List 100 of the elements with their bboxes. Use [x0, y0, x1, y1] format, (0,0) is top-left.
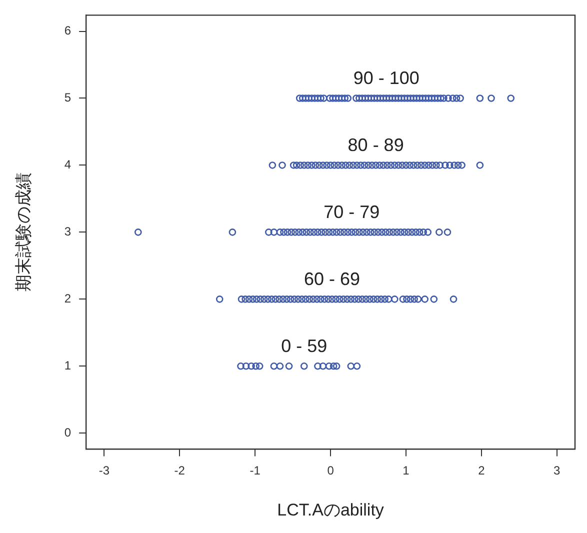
point: [436, 162, 444, 169]
point: [344, 228, 352, 236]
point: [283, 296, 290, 303]
point: [276, 362, 284, 370]
point: [242, 362, 250, 370]
point: [370, 228, 378, 236]
point: [334, 162, 342, 169]
point: [320, 296, 328, 303]
point: [298, 296, 306, 303]
point: [437, 94, 444, 102]
point: [364, 162, 372, 169]
point: [399, 296, 407, 303]
point: [292, 162, 300, 169]
point: [397, 228, 404, 236]
point: [302, 296, 310, 303]
point: [346, 162, 354, 169]
point: [410, 162, 418, 169]
point: [382, 228, 390, 236]
point: [329, 228, 336, 236]
point: [314, 228, 322, 236]
point: [386, 228, 394, 236]
point: [322, 228, 329, 236]
point: [306, 296, 314, 303]
point: [410, 94, 418, 102]
point: [434, 94, 442, 102]
x-tick-label: 2: [478, 464, 486, 478]
point: [362, 296, 370, 303]
point: [400, 94, 408, 102]
point: [382, 94, 390, 102]
point: [134, 228, 142, 236]
point: [414, 296, 422, 303]
point: [336, 296, 344, 303]
x-tick-label: -3: [98, 464, 110, 478]
point: [341, 94, 349, 102]
point: [370, 94, 378, 102]
point: [276, 228, 284, 236]
point: [352, 94, 360, 102]
point: [291, 228, 299, 236]
x-tick-label: 1: [402, 464, 410, 478]
point: [446, 162, 454, 169]
point: [390, 228, 397, 236]
point: [380, 162, 388, 169]
point: [325, 228, 333, 236]
point: [285, 362, 293, 370]
point: [308, 94, 316, 102]
point: [424, 228, 432, 236]
point: [348, 228, 356, 236]
point: [314, 94, 322, 102]
point: [325, 362, 333, 370]
point: [270, 228, 278, 236]
point: [488, 94, 495, 102]
point: [329, 94, 336, 102]
point: [270, 362, 278, 370]
point: [319, 362, 327, 370]
point: [476, 162, 484, 169]
point: [278, 162, 286, 169]
point: [242, 296, 249, 303]
x-tick-label: 3: [554, 464, 561, 478]
point: [310, 228, 318, 236]
point: [238, 296, 246, 303]
point: [317, 296, 324, 303]
point: [350, 162, 357, 169]
point: [388, 94, 396, 102]
point: [414, 162, 421, 169]
point: [366, 228, 374, 236]
point: [256, 362, 264, 370]
point: [458, 162, 466, 169]
point: [268, 162, 276, 169]
annotation: 70 - 79: [324, 202, 380, 222]
point: [347, 296, 355, 303]
point: [245, 296, 253, 303]
point: [406, 162, 414, 169]
point: [376, 94, 384, 102]
point: [318, 228, 326, 236]
point: [408, 228, 416, 236]
y-axis-title: 期末試験の成績: [14, 172, 33, 292]
point: [421, 162, 428, 169]
point: [393, 228, 401, 236]
x-tick-label: -1: [250, 464, 261, 478]
point: [363, 228, 370, 236]
point: [288, 228, 295, 236]
point: [340, 228, 348, 236]
point: [378, 228, 386, 236]
point: [436, 228, 443, 236]
point: [424, 162, 432, 169]
point: [456, 94, 464, 102]
point: [276, 296, 283, 303]
x-tick-label: 0: [327, 464, 334, 478]
point: [216, 296, 224, 303]
point: [316, 162, 323, 169]
point: [452, 94, 460, 102]
point: [421, 296, 428, 303]
point: [284, 228, 292, 236]
point: [300, 362, 308, 370]
point: [392, 94, 400, 102]
y-tick-label: 1: [64, 358, 72, 372]
point: [310, 296, 317, 303]
x-tick-label: -2: [174, 464, 186, 478]
point: [248, 362, 255, 370]
point: [384, 296, 392, 303]
